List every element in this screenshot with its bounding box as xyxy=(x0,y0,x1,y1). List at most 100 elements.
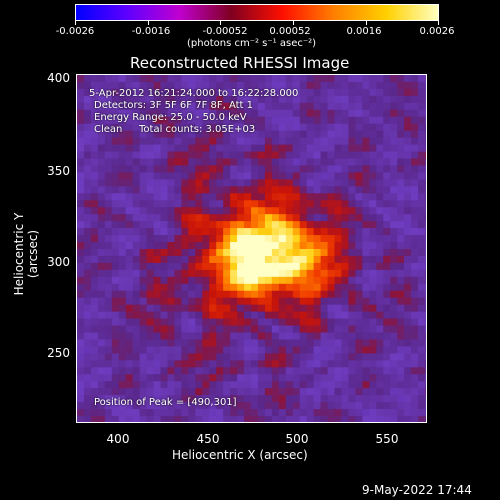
image-pixel xyxy=(327,395,336,404)
image-pixel xyxy=(334,318,343,327)
image-pixel xyxy=(125,395,134,404)
image-pixel xyxy=(77,242,85,250)
image-pixel xyxy=(425,81,426,90)
image-pixel xyxy=(188,158,197,167)
image-pixel xyxy=(146,318,155,327)
image-pixel xyxy=(355,88,364,97)
image-pixel xyxy=(278,402,287,411)
image-pixel xyxy=(369,402,378,411)
image-pixel xyxy=(251,75,259,83)
image-pixel xyxy=(97,248,106,257)
image-pixel xyxy=(83,381,92,390)
image-pixel xyxy=(125,248,134,257)
image-pixel xyxy=(202,325,211,334)
image-pixel xyxy=(278,172,287,181)
image-pixel xyxy=(97,81,106,90)
image-pixel xyxy=(125,311,134,320)
image-pixel xyxy=(251,228,259,237)
image-pixel xyxy=(390,395,399,404)
image-pixel xyxy=(285,172,294,181)
image-pixel xyxy=(174,228,183,237)
image-pixel xyxy=(285,214,294,223)
image-pixel xyxy=(299,102,308,111)
image-pixel xyxy=(195,262,204,271)
image-pixel xyxy=(418,95,426,104)
image-pixel xyxy=(285,88,294,97)
image-pixel xyxy=(195,116,204,125)
image-pixel xyxy=(369,235,378,244)
image-pixel xyxy=(404,235,413,244)
plot-title: Reconstructed RHESSI Image xyxy=(130,54,350,72)
image-pixel xyxy=(320,144,329,153)
image-pixel xyxy=(244,109,252,118)
image-pixel xyxy=(188,81,197,90)
image-pixel xyxy=(83,165,92,174)
image-pixel xyxy=(278,395,287,404)
image-pixel xyxy=(292,207,301,216)
image-pixel xyxy=(104,186,113,195)
image-pixel xyxy=(209,242,218,250)
image-pixel xyxy=(251,200,259,209)
image-pixel xyxy=(285,360,294,369)
image-pixel xyxy=(188,262,197,271)
image-pixel xyxy=(167,262,176,271)
image-pixel xyxy=(118,416,127,422)
image-pixel xyxy=(132,151,141,160)
image-pixel xyxy=(327,290,336,299)
image-pixel xyxy=(264,269,273,278)
image-pixel xyxy=(411,374,420,383)
image-pixel xyxy=(299,332,308,341)
image-pixel xyxy=(111,304,120,313)
image-pixel xyxy=(237,409,246,418)
image-pixel xyxy=(125,332,134,341)
image-pixel xyxy=(230,416,239,422)
image-pixel xyxy=(174,346,183,355)
image-pixel xyxy=(83,248,92,257)
image-pixel xyxy=(188,374,197,383)
image-pixel xyxy=(327,88,336,97)
image-pixel xyxy=(167,402,176,411)
image-pixel xyxy=(83,116,92,125)
image-pixel xyxy=(397,283,406,292)
image-pixel xyxy=(97,388,106,397)
image-pixel xyxy=(306,248,315,257)
image-pixel xyxy=(188,304,197,313)
image-pixel xyxy=(195,95,204,104)
image-pixel xyxy=(355,416,364,422)
image-pixel xyxy=(77,353,85,362)
image-pixel xyxy=(320,248,329,257)
image-pixel xyxy=(251,172,259,181)
image-pixel xyxy=(425,290,426,299)
image-pixel xyxy=(369,158,378,167)
image-pixel xyxy=(216,290,225,299)
image-pixel xyxy=(223,360,232,369)
image-pixel xyxy=(77,332,85,341)
image-pixel xyxy=(188,130,197,139)
image-pixel xyxy=(77,290,85,299)
image-pixel xyxy=(404,381,413,390)
image-pixel xyxy=(390,276,399,285)
image-pixel xyxy=(355,186,364,195)
image-pixel xyxy=(418,311,426,320)
image-pixel xyxy=(139,395,148,404)
image-pixel xyxy=(237,374,246,383)
image-pixel xyxy=(237,81,246,90)
image-pixel xyxy=(125,360,134,369)
image-pixel xyxy=(341,395,350,404)
image-pixel xyxy=(383,151,392,160)
image-pixel xyxy=(418,235,426,244)
image-pixel xyxy=(139,409,148,418)
image-pixel xyxy=(376,381,385,390)
image-pixel xyxy=(237,276,246,285)
image-pixel xyxy=(160,200,169,209)
image-pixel xyxy=(278,409,287,418)
image-pixel xyxy=(181,402,190,411)
image-pixel xyxy=(146,172,155,181)
image-pixel xyxy=(334,109,343,118)
image-pixel xyxy=(195,200,204,209)
image-pixel xyxy=(223,346,232,355)
image-pixel xyxy=(425,367,426,376)
image-pixel xyxy=(348,276,357,285)
image-pixel xyxy=(278,318,287,327)
image-pixel xyxy=(278,255,287,264)
